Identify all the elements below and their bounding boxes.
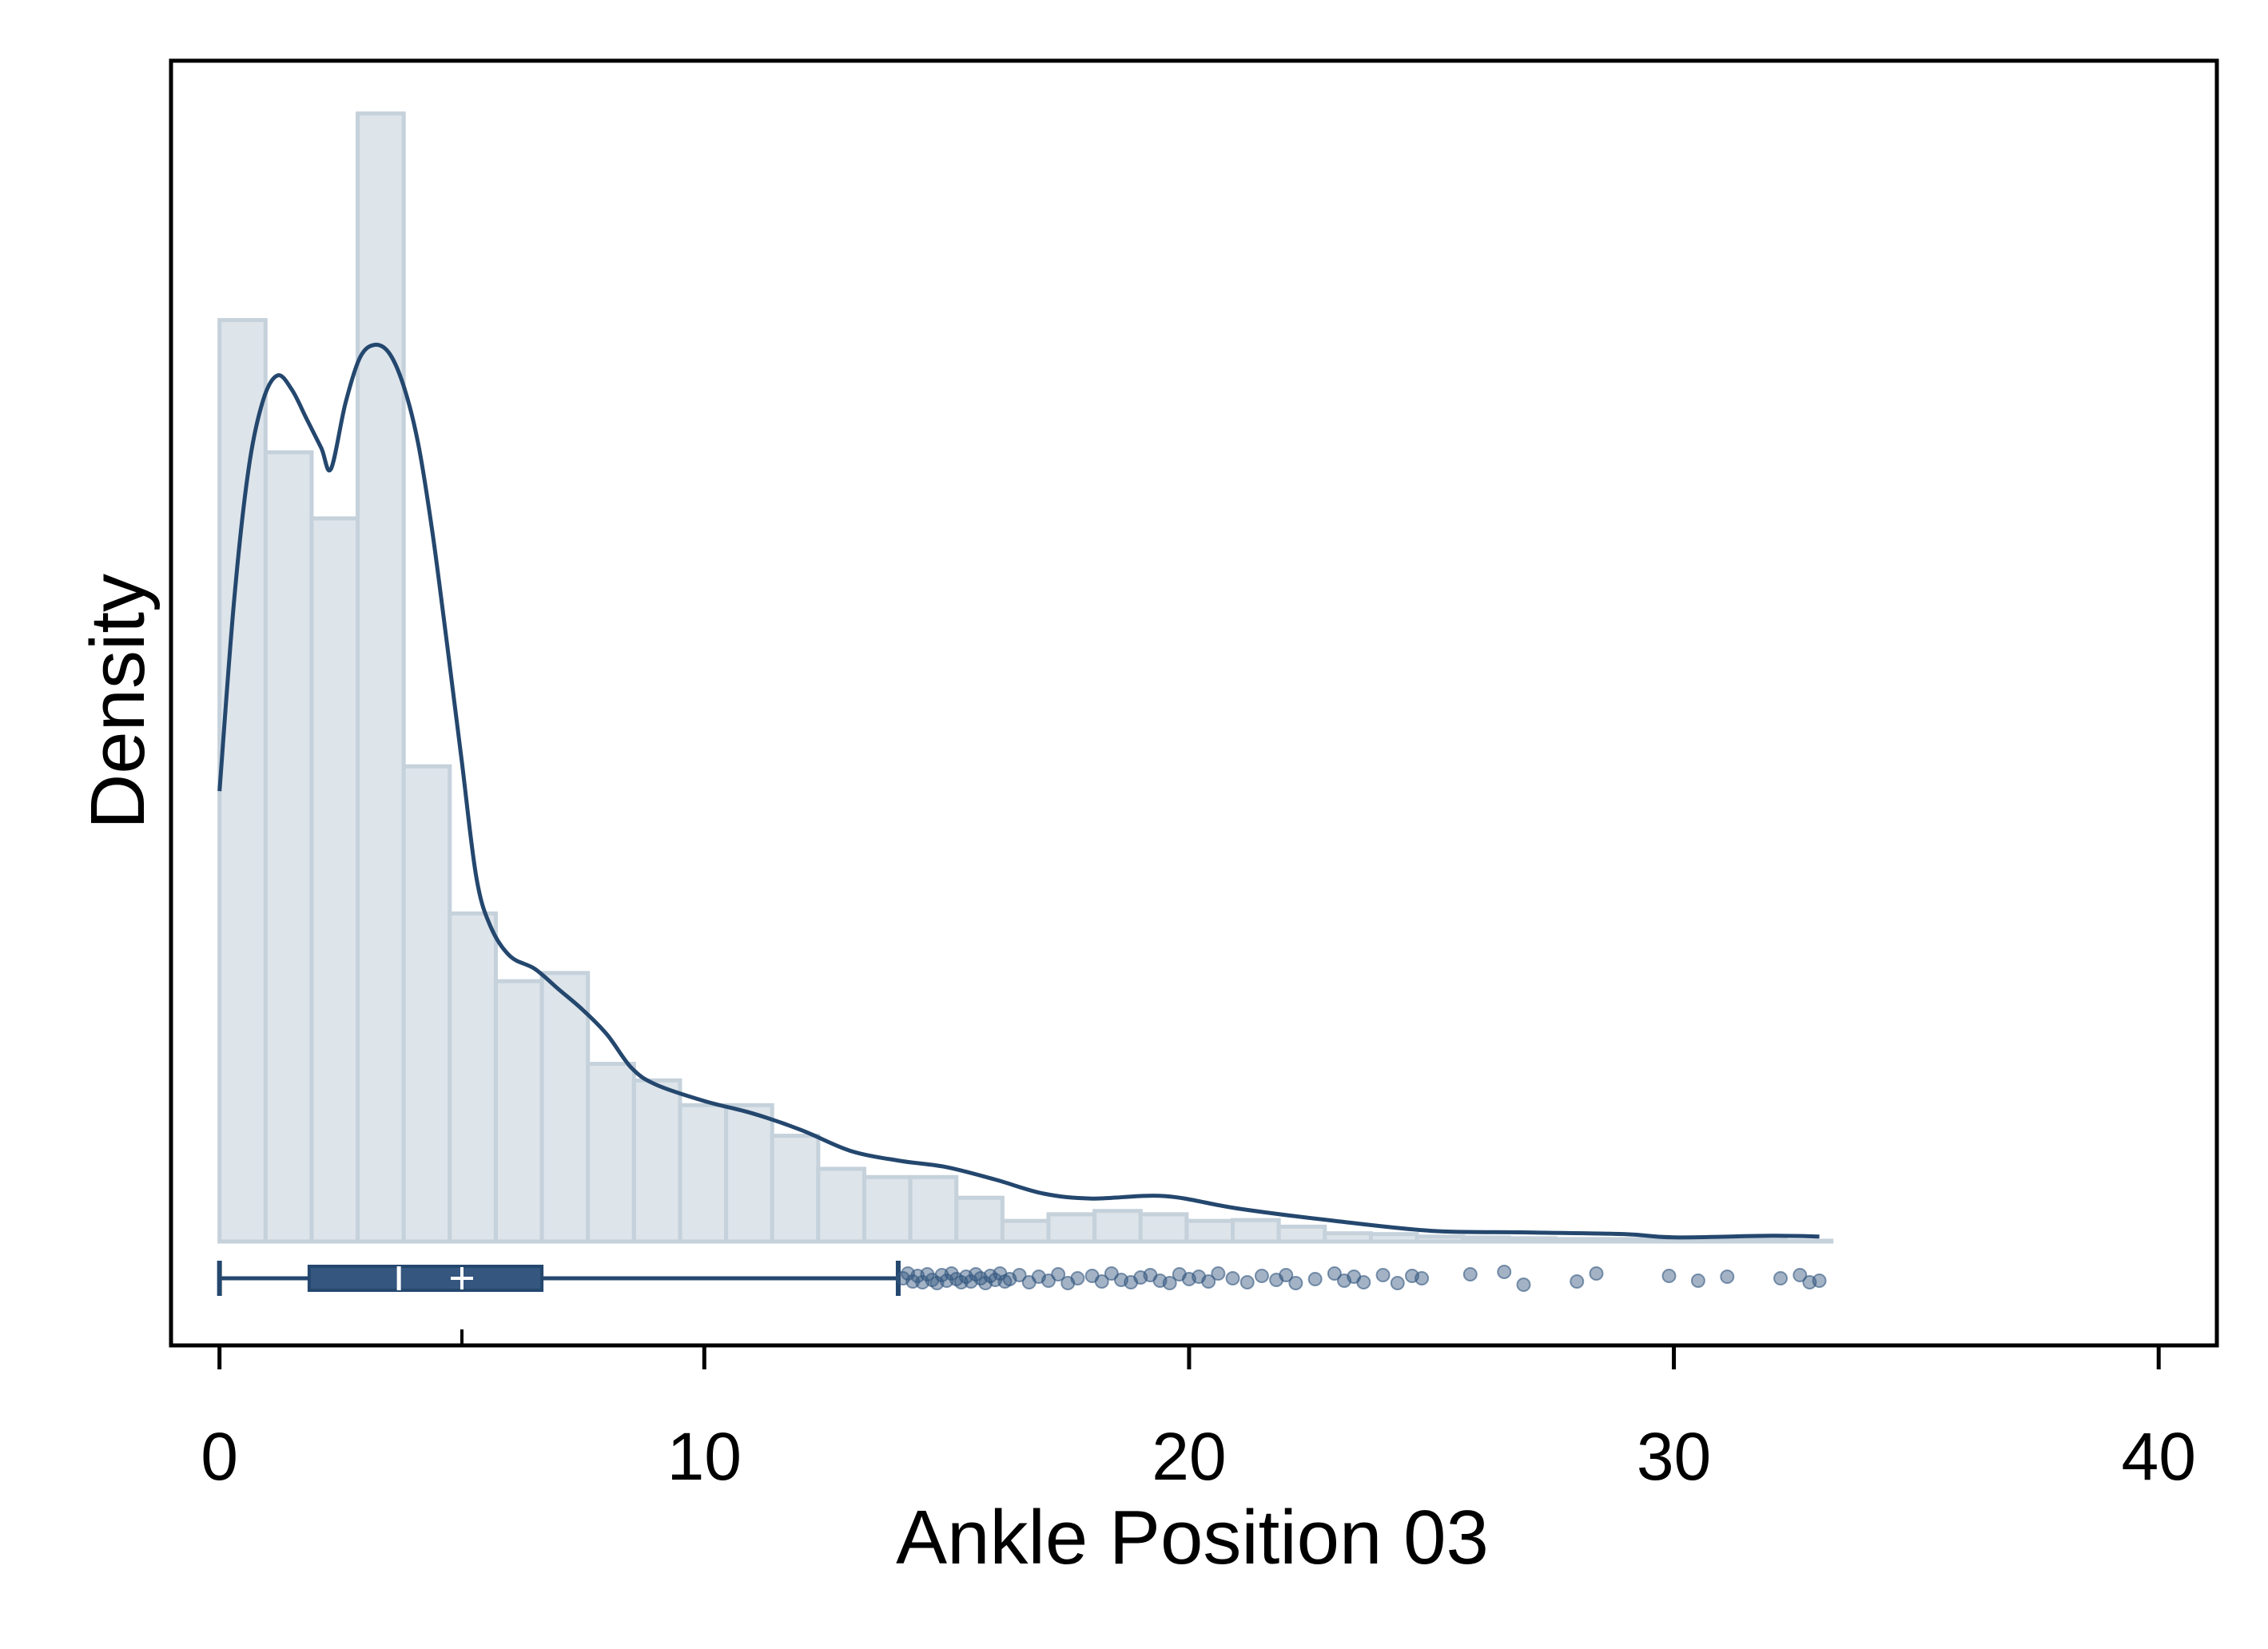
x-axis-ticks: 0 10 20 30 40 xyxy=(201,1329,2196,1494)
histogram-bar xyxy=(448,911,498,1244)
histogram-bar xyxy=(816,1166,866,1244)
outlier-point xyxy=(1162,1276,1177,1290)
histogram-bar xyxy=(954,1195,1005,1244)
histogram-bar xyxy=(1645,1238,1696,1244)
x-axis-title: Ankle Position 03 xyxy=(896,1495,1489,1580)
outlier-point xyxy=(1239,1275,1255,1289)
histogram-bar xyxy=(1184,1218,1235,1244)
outlier-point xyxy=(1793,1268,1808,1282)
histogram-bar xyxy=(356,111,406,1244)
outlier-point xyxy=(1279,1268,1294,1282)
outlier-point xyxy=(1462,1267,1478,1281)
histogram-bar xyxy=(861,1174,913,1244)
outlier-point xyxy=(1356,1275,1371,1289)
histogram-bar xyxy=(1737,1238,1788,1244)
outlier-point xyxy=(1288,1276,1303,1290)
histogram-bar xyxy=(217,318,268,1244)
outlier-point xyxy=(1516,1277,1531,1292)
outlier-point xyxy=(1211,1266,1226,1281)
outlier-point xyxy=(1570,1274,1585,1289)
outlier-point xyxy=(1070,1271,1085,1285)
histogram-bar xyxy=(1783,1238,1834,1244)
x-tick-label: 0 xyxy=(201,1419,238,1494)
outlier-point xyxy=(1661,1269,1677,1283)
histogram-bar xyxy=(1046,1212,1097,1244)
outlier-point xyxy=(1094,1274,1109,1289)
boxplot-box xyxy=(307,1265,544,1292)
outlier-point xyxy=(1812,1274,1827,1288)
histogram-bars xyxy=(217,111,1834,1244)
histogram-bar xyxy=(1506,1236,1558,1244)
outlier-point xyxy=(1104,1266,1119,1281)
histogram-bar xyxy=(1323,1231,1373,1244)
outlier-point xyxy=(1690,1274,1705,1288)
histogram-bar xyxy=(1000,1218,1051,1244)
histogram-bar xyxy=(1461,1235,1511,1244)
outlier-point xyxy=(1327,1266,1342,1281)
outlier-point xyxy=(1254,1269,1269,1283)
outlier-point xyxy=(1375,1268,1391,1282)
histogram-bar xyxy=(770,1134,821,1244)
histogram-bar xyxy=(1368,1232,1419,1244)
density-curve-layer xyxy=(217,342,1820,1240)
outlier-point xyxy=(1773,1271,1789,1285)
outlier-point xyxy=(1225,1271,1240,1285)
histogram-bar xyxy=(1599,1237,1649,1244)
histogram-bar xyxy=(1276,1224,1327,1244)
outlier-point xyxy=(1201,1274,1216,1289)
boxplot xyxy=(217,1261,901,1296)
histogram-bar xyxy=(1138,1212,1189,1244)
outlier-point xyxy=(1720,1270,1735,1284)
histogram-bar xyxy=(1691,1238,1741,1244)
x-tick-label: 40 xyxy=(2121,1419,2195,1494)
outlier-point xyxy=(1012,1268,1027,1282)
density-curve-line xyxy=(217,342,1820,1240)
histogram-bar xyxy=(678,1103,729,1244)
outlier-point xyxy=(1415,1271,1430,1285)
histogram-bar xyxy=(309,516,360,1244)
histogram-bar xyxy=(401,764,452,1244)
histogram-bar xyxy=(586,1062,636,1244)
histogram-bar xyxy=(493,979,544,1244)
histogram-bar xyxy=(539,971,591,1244)
outlier-point xyxy=(1041,1274,1056,1288)
boxplot-outliers xyxy=(896,1265,1827,1292)
histogram-bar xyxy=(631,1078,682,1244)
outlier-point xyxy=(1051,1267,1066,1281)
plot-frame xyxy=(169,58,2219,1348)
y-axis-title: Density xyxy=(75,574,161,829)
outlier-point xyxy=(1390,1276,1405,1290)
outlier-point xyxy=(1589,1266,1604,1281)
histogram-bar xyxy=(1231,1218,1281,1244)
x-tick-label: 30 xyxy=(1637,1419,1711,1494)
histogram-bar xyxy=(1415,1234,1466,1244)
histogram-bar xyxy=(1553,1237,1604,1244)
x-tick-label: 20 xyxy=(1152,1419,1226,1494)
histogram-bar xyxy=(263,450,314,1244)
x-tick-label: 10 xyxy=(667,1419,742,1494)
histogram-bar xyxy=(1092,1209,1143,1244)
histogram-bar xyxy=(724,1103,774,1244)
outlier-point xyxy=(1307,1272,1323,1286)
outlier-point xyxy=(1497,1265,1512,1279)
histogram-bar xyxy=(908,1174,959,1244)
